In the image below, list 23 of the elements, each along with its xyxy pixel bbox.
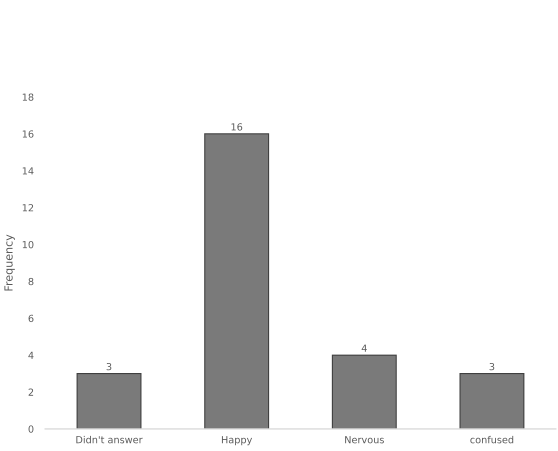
x-tick-label: Nervous bbox=[345, 436, 384, 444]
data-label: 4 bbox=[362, 344, 367, 352]
y-tick-label: 8 bbox=[28, 278, 34, 286]
data-label: 3 bbox=[490, 362, 494, 370]
bar bbox=[332, 354, 397, 429]
y-tick-label: 2 bbox=[28, 388, 34, 396]
y-tick-label: 14 bbox=[22, 167, 34, 174]
bar bbox=[76, 373, 142, 429]
x-tick-label: Happy bbox=[222, 436, 252, 446]
y-tick-label: 18 bbox=[22, 93, 34, 101]
data-label: 16 bbox=[232, 123, 242, 131]
bar bbox=[204, 133, 270, 429]
x-tick-label: Didn't answer bbox=[76, 436, 143, 444]
bar bbox=[459, 373, 524, 429]
x-tick-label: confused bbox=[470, 436, 514, 444]
y-tick-label: 4 bbox=[28, 352, 34, 359]
y-tick-label: 16 bbox=[22, 130, 34, 138]
y-tick-label: 12 bbox=[22, 204, 34, 212]
data-label: 3 bbox=[106, 362, 112, 370]
y-tick-label: 6 bbox=[28, 314, 34, 322]
y-tick-label: 0 bbox=[28, 425, 34, 433]
y-axis-title: Frequency bbox=[4, 234, 15, 291]
y-tick-label: 10 bbox=[22, 240, 34, 248]
